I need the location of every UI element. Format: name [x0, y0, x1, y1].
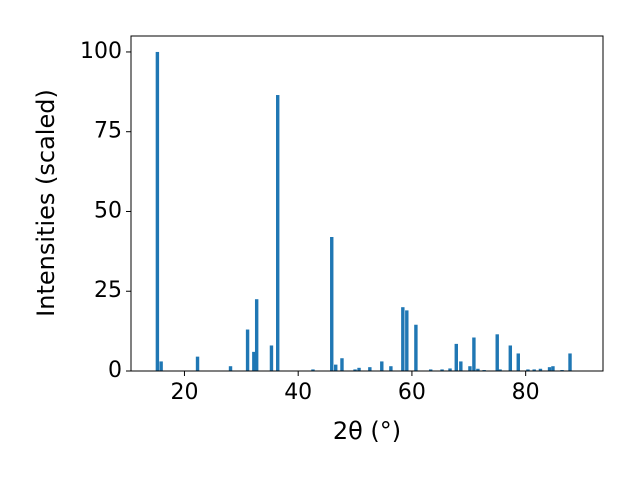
x-axis-label: 2θ (°): [333, 417, 401, 445]
bar: [353, 369, 357, 371]
bar: [276, 95, 280, 372]
x-tick-label: 40: [284, 380, 312, 405]
bar: [357, 367, 361, 371]
bar: [448, 368, 452, 371]
bar: [476, 368, 480, 371]
bar: [340, 358, 344, 371]
bar: [380, 361, 384, 371]
bar: [195, 356, 200, 371]
bar: [269, 345, 274, 371]
x-tick-label: 20: [170, 380, 198, 405]
bar: [440, 369, 444, 371]
bar: [155, 51, 160, 371]
bar: [568, 353, 572, 371]
y-tick-label: 25: [94, 278, 122, 303]
bar: [472, 337, 476, 371]
bar: [254, 299, 259, 371]
y-tick-label: 100: [80, 39, 122, 64]
bar: [538, 368, 543, 371]
bar: [159, 361, 163, 371]
bar: [245, 329, 250, 371]
bar: [252, 351, 256, 371]
bar: [311, 369, 315, 371]
y-tick-label: 75: [94, 119, 122, 144]
bar: [454, 343, 458, 371]
bar: [468, 366, 472, 371]
x-tick-label: 80: [512, 380, 540, 405]
bar: [334, 364, 338, 371]
y-axis-label: Intensities (scaled): [32, 89, 60, 317]
bar: [368, 367, 372, 371]
bar: [401, 307, 405, 371]
bar: [526, 369, 530, 371]
bar: [414, 324, 418, 371]
bar: [498, 369, 502, 371]
bar: [405, 310, 409, 371]
bar: [547, 367, 552, 371]
bar: [532, 369, 536, 371]
bar: [228, 366, 233, 371]
y-tick-label: 0: [108, 358, 122, 383]
bar: [330, 237, 334, 371]
bar: [459, 361, 463, 371]
bar: [428, 369, 433, 371]
x-tick-label: 60: [398, 380, 426, 405]
bar: [508, 345, 513, 371]
bar: [516, 353, 520, 371]
bar: [551, 366, 555, 371]
bar: [495, 334, 499, 371]
plot-frame: [130, 35, 604, 372]
y-tick-label: 50: [94, 198, 122, 223]
bar: [389, 366, 393, 371]
